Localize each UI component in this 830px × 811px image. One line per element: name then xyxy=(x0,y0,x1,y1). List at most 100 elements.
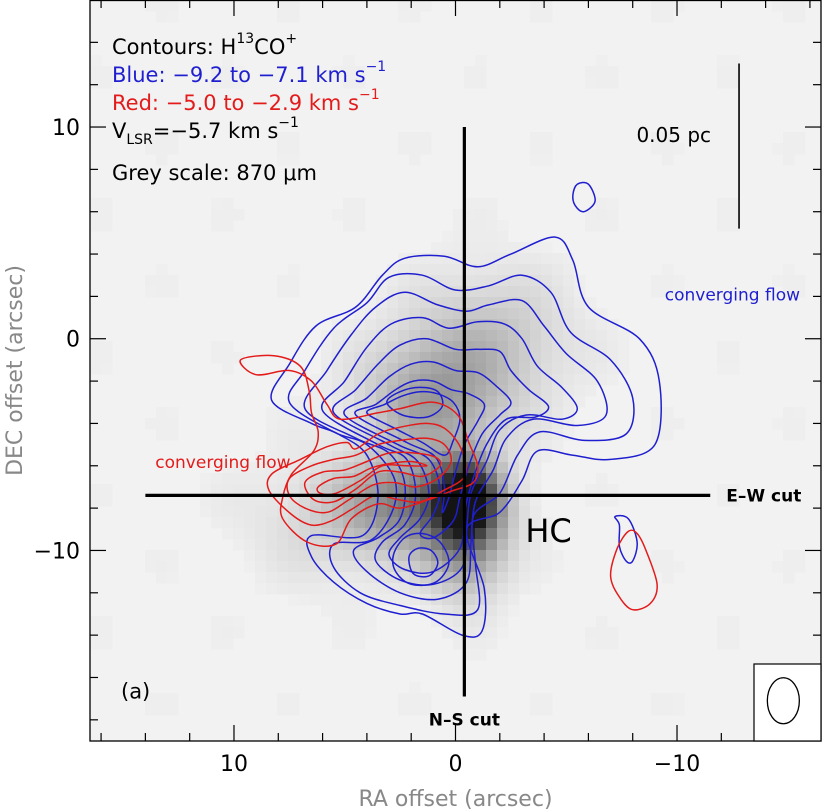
grey-pixel xyxy=(783,572,795,584)
grey-pixel xyxy=(288,561,300,573)
legend-line-1: Blue: −9.2 to −7.1 km s−1 xyxy=(112,59,386,87)
red-contour-0 xyxy=(239,354,479,548)
grey-pixel xyxy=(321,374,333,386)
grey-pixel xyxy=(651,143,663,155)
grey-pixel xyxy=(398,506,410,518)
grey-pixel xyxy=(365,572,377,584)
grey-pixel xyxy=(651,0,663,12)
grey-pixel xyxy=(442,264,454,276)
grey-pixel xyxy=(486,517,498,529)
grey-pixel xyxy=(552,286,564,298)
grey-pixel xyxy=(508,407,520,419)
grey-pixel xyxy=(255,473,267,485)
grey-pixel xyxy=(277,132,289,144)
grey-pixel xyxy=(343,330,355,342)
grey-pixel xyxy=(464,396,476,408)
grey-pixel xyxy=(431,308,443,320)
grey-pixel xyxy=(354,495,366,507)
grey-pixel xyxy=(794,286,806,298)
grey-pixel xyxy=(376,473,388,485)
grey-pixel xyxy=(585,638,597,650)
grey-pixel xyxy=(530,704,542,716)
grey-pixel xyxy=(398,418,410,430)
grey-pixel xyxy=(409,429,421,441)
grey-pixel xyxy=(255,451,267,463)
grey-pixel xyxy=(673,143,685,155)
grey-pixel xyxy=(486,264,498,276)
grey-pixel xyxy=(530,264,542,276)
grey-pixel xyxy=(519,462,531,474)
grey-pixel xyxy=(772,561,784,573)
grey-pixel xyxy=(651,429,663,441)
grey-pixel xyxy=(354,528,366,540)
grey-pixel xyxy=(310,517,322,529)
grey-pixel xyxy=(662,264,674,276)
grey-pixel xyxy=(464,363,476,375)
grey-pixel xyxy=(596,495,608,507)
grey-pixel xyxy=(156,550,168,562)
grey-pixel xyxy=(277,154,289,166)
grey-pixel xyxy=(442,539,454,551)
grey-pixel xyxy=(321,583,333,595)
grey-pixel xyxy=(277,451,289,463)
grey-pixel xyxy=(431,264,443,276)
grey-pixel xyxy=(398,275,410,287)
grey-pixel xyxy=(453,440,465,452)
grey-pixel xyxy=(387,330,399,342)
grey-pixel xyxy=(563,308,575,320)
grey-pixel xyxy=(398,0,410,12)
grey-pixel xyxy=(541,429,553,441)
grey-pixel xyxy=(332,550,344,562)
grey-pixel xyxy=(211,352,223,364)
grey-pixel xyxy=(222,462,234,474)
grey-pixel xyxy=(343,528,355,540)
grey-pixel xyxy=(618,352,630,364)
grey-pixel xyxy=(442,308,454,320)
grey-pixel xyxy=(332,517,344,529)
grey-pixel xyxy=(574,319,586,331)
grey-pixel xyxy=(497,352,509,364)
grey-pixel xyxy=(530,143,542,155)
grey-pixel xyxy=(607,495,619,507)
grey-pixel xyxy=(552,264,564,276)
grey-pixel xyxy=(90,209,102,221)
grey-pixel xyxy=(299,528,311,540)
grey-pixel xyxy=(431,583,443,595)
grey-pixel xyxy=(321,363,333,375)
grey-pixel xyxy=(497,308,509,320)
grey-pixel xyxy=(420,308,432,320)
grey-pixel xyxy=(475,583,487,595)
grey-pixel xyxy=(354,583,366,595)
grey-pixel xyxy=(398,550,410,562)
grey-pixel xyxy=(211,506,223,518)
grey-pixel xyxy=(552,341,564,353)
grey-pixel xyxy=(530,583,542,595)
grey-pixel xyxy=(541,11,553,23)
grey-pixel xyxy=(420,0,432,12)
grey-pixel xyxy=(354,484,366,496)
grey-pixel xyxy=(464,330,476,342)
grey-pixel xyxy=(618,363,630,375)
grey-pixel xyxy=(596,638,608,650)
grey-pixel xyxy=(409,286,421,298)
grey-pixel xyxy=(552,363,564,375)
grey-pixel xyxy=(167,132,179,144)
grey-pixel xyxy=(464,66,476,78)
grey-pixel xyxy=(497,385,509,397)
grey-pixel xyxy=(541,297,553,309)
grey-pixel xyxy=(497,429,509,441)
grey-pixel xyxy=(497,572,509,584)
grey-pixel xyxy=(90,77,102,89)
grey-pixel xyxy=(145,550,157,562)
grey-pixel xyxy=(90,220,102,232)
grey-pixel xyxy=(453,638,465,650)
grey-pixel xyxy=(288,418,300,430)
grey-pixel xyxy=(772,275,784,287)
grey-pixel xyxy=(420,132,432,144)
grey-pixel xyxy=(156,693,168,705)
grey-pixel xyxy=(266,506,278,518)
grey-pixel xyxy=(453,253,465,265)
grey-pixel xyxy=(717,341,729,353)
grey-pixel xyxy=(728,220,740,232)
grey-pixel xyxy=(453,616,465,628)
